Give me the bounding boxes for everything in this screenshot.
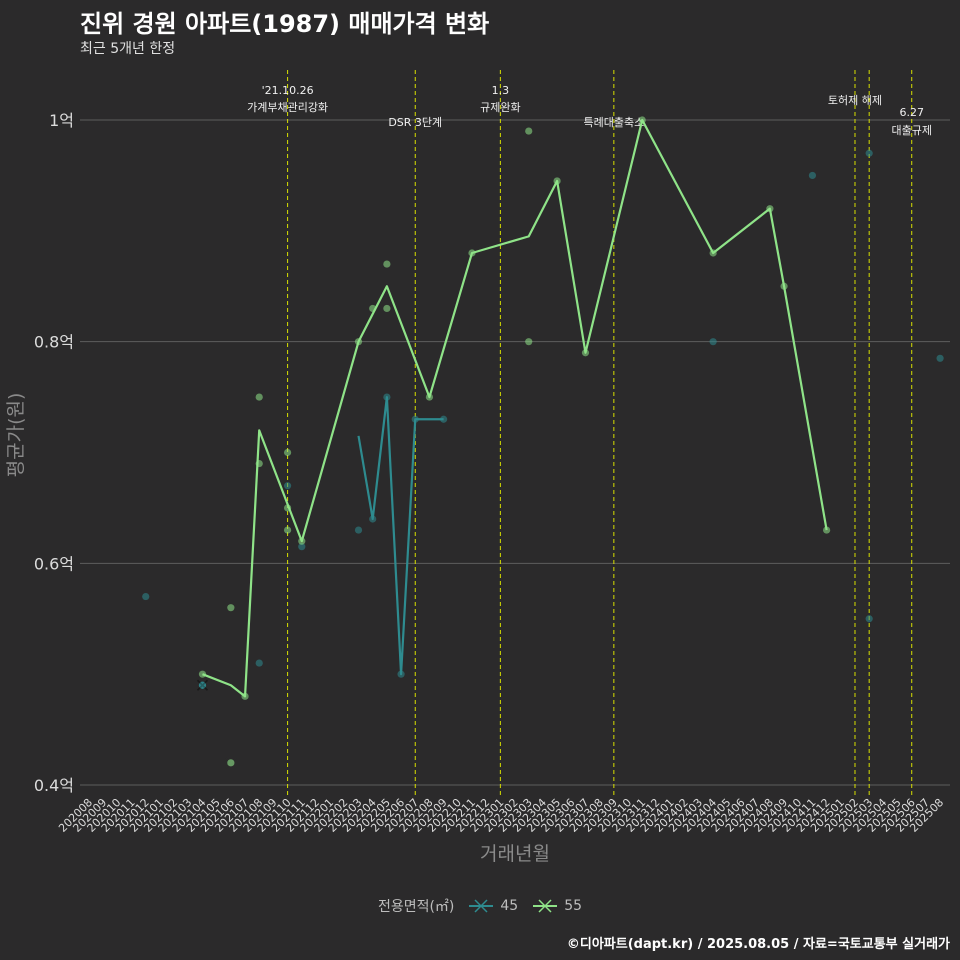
series-45-line [357, 395, 444, 676]
event-label: 1.3 [492, 84, 510, 97]
event-label: 토허제 해제 [828, 93, 882, 107]
series-45-point [298, 543, 306, 551]
series-55-point [255, 393, 263, 401]
series-55-point [383, 260, 391, 268]
series-55-point [283, 448, 292, 457]
legend-title: 전용면적(㎡) [377, 899, 455, 915]
series-55-point [823, 526, 831, 534]
legend-item-55: 55 [532, 898, 582, 914]
y-tick-label: 0.8억 [34, 333, 74, 352]
legend-label-55: 55 [564, 898, 583, 914]
chart-subtitle: 최근 5개년 한정 [80, 41, 176, 57]
series-55-point [525, 338, 533, 346]
x-axis-title: 거래년월 [480, 843, 550, 865]
legend: 전용면적(㎡) 45 55 [0, 896, 960, 916]
y-axis-title: 평균가(원) [5, 393, 27, 478]
y-tick-label: 0.6억 [34, 554, 74, 573]
legend-item-45: 45 [468, 898, 518, 914]
series-55-cross-point [227, 759, 235, 767]
series-45-point [142, 592, 150, 601]
event-label: 특례대출축소 [583, 116, 644, 129]
series-45-point [808, 171, 817, 180]
event-label: '21.10.26 [262, 84, 314, 97]
event-label: 6.27 [899, 106, 924, 119]
series-55-line [202, 118, 828, 698]
legend-label-45: 45 [500, 898, 519, 914]
y-tick-label: 0.4억 [34, 776, 74, 795]
event-label: 대출규제 [891, 124, 931, 137]
series-55-point [525, 127, 533, 135]
series-45-point [865, 615, 873, 623]
chart-title: 진위 경원 아파트(1987) 매매가격 변화 [80, 10, 490, 38]
series-55-point [383, 304, 391, 313]
source-caption: ©디아파트(dapt.kr) / 2025.08.05 / 자료=국토교통부 실… [566, 937, 950, 952]
series-55-point [283, 526, 292, 534]
event-label: DSR 3단계 [388, 116, 442, 129]
series-45-point [255, 659, 263, 667]
series-45-cross-point [198, 681, 207, 689]
series-45-point [936, 354, 944, 362]
series-45-point [865, 149, 873, 157]
series-45-point [283, 482, 292, 490]
series-45-point [354, 526, 363, 534]
series-55-point [227, 604, 235, 612]
event-label: 가계부채관리강화 [247, 101, 328, 114]
y-tick-label: 1억 [49, 111, 74, 130]
event-label: 규제완화 [480, 101, 520, 114]
series-45-point [709, 338, 717, 346]
legend-swatch-45 [469, 899, 494, 913]
legend-swatch-55 [533, 899, 558, 913]
